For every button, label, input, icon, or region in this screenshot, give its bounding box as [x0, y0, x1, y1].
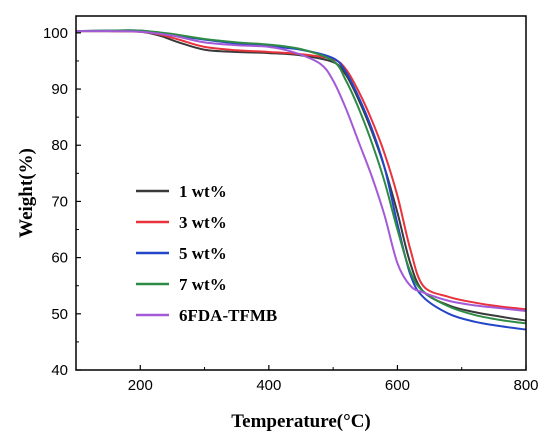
legend-label-0: 1 wt%	[179, 182, 227, 201]
x-tick-label-2: 600	[385, 377, 410, 394]
y-tick-label-2: 60	[51, 250, 68, 267]
y-tick-label-3: 70	[51, 193, 68, 210]
legend: 1 wt% 3 wt% 5 wt% 7 wt% 6FDA-TFMB	[136, 182, 277, 325]
x-tick-label-3: 800	[513, 377, 538, 394]
series-line-1	[76, 30, 526, 311]
legend-label-4: 6FDA-TFMB	[179, 306, 277, 325]
y-axis: 40 50 60 70 80 90 100	[43, 25, 81, 379]
y-tick-label-6: 100	[43, 25, 68, 42]
y-tick-label-1: 50	[51, 306, 68, 323]
x-axis-title: Temperature(°C)	[231, 411, 371, 432]
series-layer	[76, 29, 526, 331]
legend-label-3: 7 wt%	[179, 275, 227, 294]
y-tick-label-0: 40	[51, 362, 68, 379]
legend-label-2: 5 wt%	[179, 244, 227, 263]
series-line-4	[76, 30, 526, 312]
y-axis-title: Weight(%)	[16, 148, 37, 238]
x-tick-label-1: 400	[256, 377, 281, 394]
y-tick-label-4: 80	[51, 137, 68, 154]
x-axis: 200 400 600 800	[75, 365, 539, 394]
series-line-0	[76, 30, 526, 322]
series-line-3	[76, 29, 526, 325]
x-tick-label-0: 200	[128, 377, 153, 394]
y-tick-label-5: 90	[51, 81, 68, 98]
legend-label-1: 3 wt%	[179, 213, 227, 232]
plot-frame	[75, 15, 527, 371]
